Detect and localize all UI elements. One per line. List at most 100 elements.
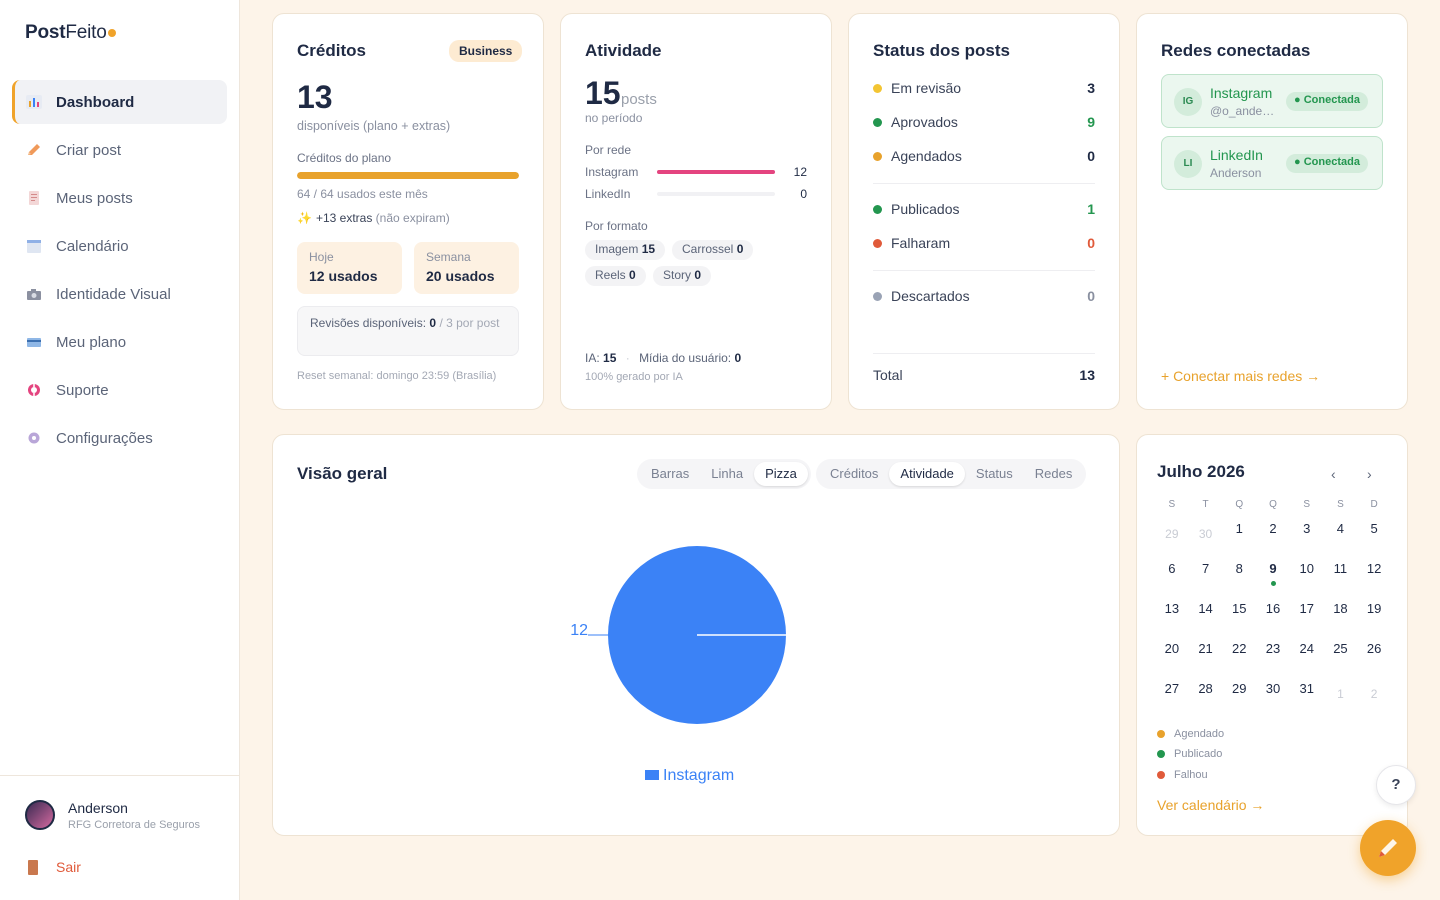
help-button[interactable]: ? <box>1376 765 1416 805</box>
sidebar-item-create-post[interactable]: Criar post <box>12 128 227 172</box>
brand-name-bold: Post <box>25 22 66 43</box>
credits-card: Créditos Business 13 disponíveis (plano … <box>272 13 544 410</box>
status-total-value: 13 <box>1079 367 1095 383</box>
connect-more-link[interactable]: + Conectar mais redes → <box>1161 368 1321 384</box>
today-value: 12 usados <box>309 268 378 284</box>
calendar-day[interactable]: 27 <box>1164 681 1180 696</box>
chart-type-line[interactable]: Linha <box>711 466 744 481</box>
calendar-day[interactable]: 19 <box>1366 601 1382 616</box>
credits-available-caption: disponíveis (plano + extras) <box>297 119 451 133</box>
calendar-day[interactable]: 15 <box>1232 601 1247 616</box>
calendar-day[interactable]: 3 <box>1303 521 1311 536</box>
status-dot <box>873 152 882 161</box>
calendar-day[interactable]: 5 <box>1370 521 1378 536</box>
pie-chart: 12 Instagram <box>570 546 786 784</box>
sidebar-item-dashboard[interactable]: Dashboard <box>12 80 227 124</box>
calendar-month: Julho 2026 <box>1157 462 1245 481</box>
pie-data-label: 12 <box>570 622 588 639</box>
calendar-day[interactable]: 11 <box>1333 561 1348 576</box>
calendar-day[interactable]: 26 <box>1366 641 1382 656</box>
extras-line: ✨ +13 extras (não expiram) <box>297 211 450 225</box>
sidebar-footer: Anderson RFG Corretora de Seguros Sair <box>0 775 240 900</box>
calendar-day[interactable]: 2 <box>1370 687 1378 701</box>
calendar-day[interactable]: 31 <box>1299 681 1314 696</box>
status-dot <box>873 118 882 127</box>
week-value: 20 usados <box>426 268 495 284</box>
network-card-linkedin[interactable]: LI LinkedIn Anderson ● Conectada <box>1161 136 1383 190</box>
logout-button[interactable]: Sair <box>28 859 81 875</box>
sidebar-item-my-plan[interactable]: Meu plano <box>12 320 227 364</box>
connected-badge: ● Conectada <box>1286 92 1368 111</box>
network-card-instagram[interactable]: IG Instagram @o_anderson ● Conectada <box>1161 74 1383 128</box>
calendar-prev-button[interactable]: ‹ <box>1331 466 1336 482</box>
legend-scheduled: Agendado <box>1157 728 1224 740</box>
status-total-label: Total <box>873 367 903 383</box>
view-calendar-link[interactable]: Ver calendário → <box>1157 797 1265 813</box>
legend-label: Agendado <box>1174 728 1225 740</box>
calendar-day[interactable]: 29 <box>1165 527 1179 541</box>
calendar-day[interactable]: 29 <box>1232 681 1247 696</box>
calendar-day[interactable]: 22 <box>1232 641 1247 656</box>
legend-label[interactable]: Instagram <box>663 767 734 784</box>
network-instagram-label: Instagram <box>585 165 639 179</box>
calendar-day[interactable]: 2 <box>1269 521 1277 536</box>
format-pill-story: Story 0 <box>653 266 712 286</box>
sidebar-item-label: Meus posts <box>56 189 133 207</box>
posts-count: 15 <box>585 75 621 111</box>
calendar-day[interactable]: 6 <box>1168 561 1176 576</box>
sidebar-item-settings[interactable]: Configurações <box>12 416 227 460</box>
create-post-fab[interactable] <box>1360 820 1416 876</box>
status-row-approved: Aprovados 9 <box>873 113 1095 133</box>
overview-title: Visão geral <box>297 464 388 483</box>
sidebar-item-my-posts[interactable]: Meus posts <box>12 176 227 220</box>
calendar-day[interactable]: 4 <box>1336 521 1345 536</box>
chart-type-toggle: Barras Linha Pizza <box>637 459 811 489</box>
calendar-day[interactable]: 23 <box>1265 641 1281 656</box>
calendar-day[interactable]: 30 <box>1198 527 1213 541</box>
calendar-day-today[interactable]: 9 <box>1256 557 1290 597</box>
format-value: 0 <box>694 268 702 282</box>
status-row-review: Em revisão 3 <box>873 79 1095 99</box>
today-usage-box: Hoje 12 usados <box>297 242 402 294</box>
extras-strong: +13 extras <box>315 211 373 225</box>
plan-usage-text: 64 / 64 usados este mês <box>297 187 428 201</box>
calendar-day[interactable]: 14 <box>1198 601 1213 616</box>
calendar-day[interactable]: 28 <box>1198 681 1213 696</box>
weekday-label: S <box>1337 499 1344 510</box>
calendar-day[interactable]: 12 <box>1366 561 1382 576</box>
metric-activity[interactable]: Atividade <box>889 462 965 486</box>
weekday-label: D <box>1370 499 1378 510</box>
metric-credits[interactable]: Créditos <box>830 466 879 481</box>
calendar-day[interactable]: 8 <box>1235 561 1243 576</box>
metric-toggle: Créditos Atividade Status Redes <box>816 459 1087 489</box>
calendar-day[interactable]: 10 <box>1299 561 1314 576</box>
calendar-day[interactable]: 21 <box>1198 641 1213 656</box>
calendar-next-button[interactable]: › <box>1367 466 1372 482</box>
calendar-day[interactable]: 17 <box>1299 601 1314 616</box>
calendar-day[interactable]: 16 <box>1265 601 1281 616</box>
status-row-scheduled: Agendados 0 <box>873 147 1095 167</box>
chart-type-pie[interactable]: Pizza <box>754 462 808 486</box>
sidebar-item-calendar[interactable]: Calendário <box>12 224 227 268</box>
ai-media-line: IA: 15 · Mídia do usuário: 0 <box>585 351 741 365</box>
status-row-published: Publicados 1 <box>873 200 1095 220</box>
revisions-label: Revisões disponíveis: <box>310 316 427 330</box>
calendar-day[interactable]: 1 <box>1337 687 1344 701</box>
metric-status[interactable]: Status <box>975 466 1013 481</box>
sidebar-item-support[interactable]: Suporte <box>12 368 227 412</box>
avatar[interactable] <box>25 800 55 830</box>
pencil-icon <box>1379 839 1397 857</box>
calendar-day[interactable]: 20 <box>1164 641 1180 656</box>
brand-logo[interactable]: PostFeito <box>25 22 116 44</box>
calendar-icon <box>26 239 42 253</box>
metric-networks[interactable]: Redes <box>1034 466 1073 481</box>
calendar-day[interactable]: 18 <box>1333 601 1348 616</box>
calendar-day[interactable]: 24 <box>1299 641 1314 656</box>
calendar-day[interactable]: 30 <box>1265 681 1281 696</box>
calendar-day[interactable]: 25 <box>1333 641 1348 656</box>
sidebar-item-visual-identity[interactable]: Identidade Visual <box>12 272 227 316</box>
calendar-day[interactable]: 1 <box>1235 521 1243 536</box>
calendar-day[interactable]: 13 <box>1164 601 1180 616</box>
calendar-day[interactable]: 7 <box>1201 561 1210 576</box>
chart-type-bars[interactable]: Barras <box>651 466 690 481</box>
